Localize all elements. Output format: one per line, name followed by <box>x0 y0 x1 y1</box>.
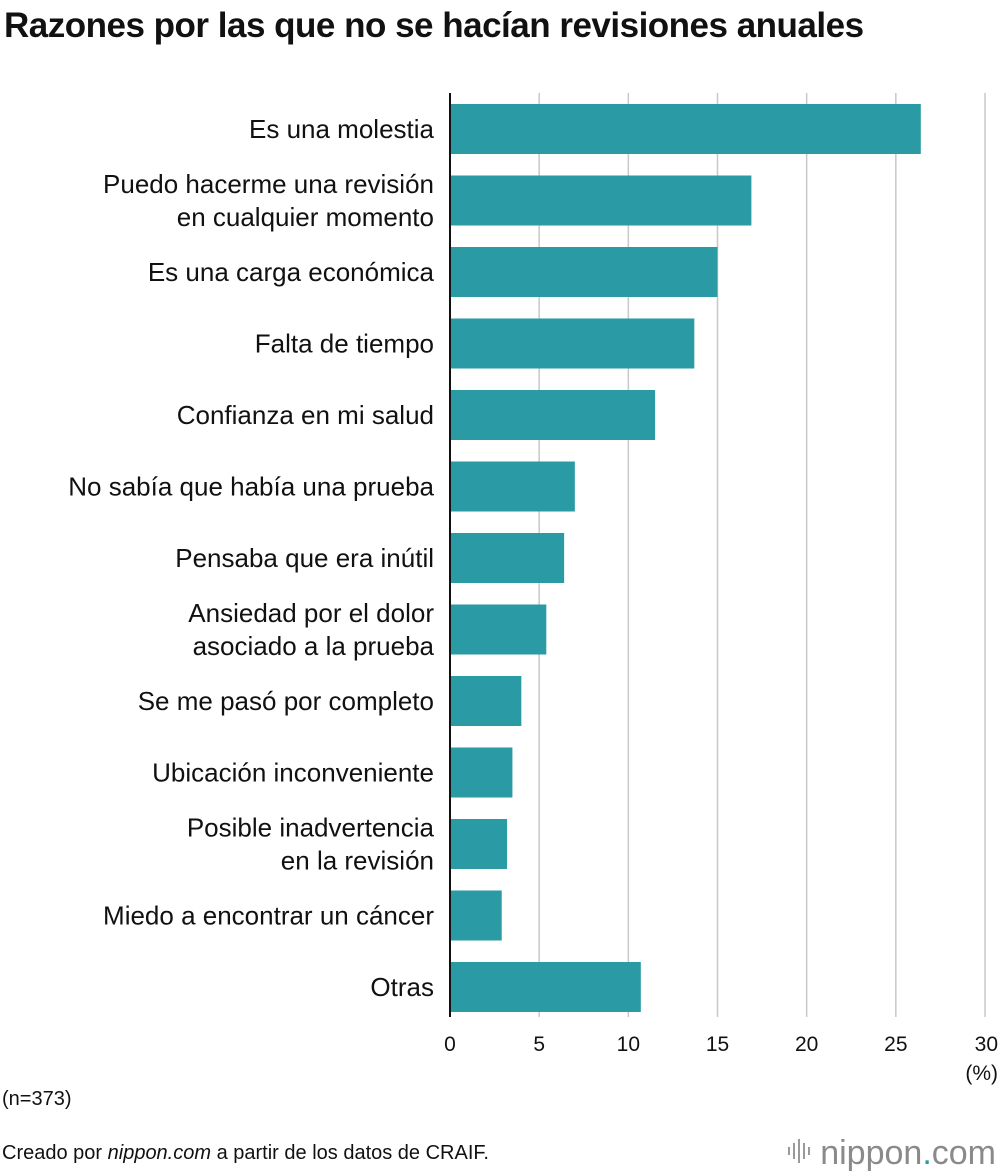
category-label: Puedo hacerme una revisión <box>103 169 434 199</box>
category-label: Se me pasó por completo <box>138 686 434 716</box>
x-tick-label: 10 <box>617 1033 640 1056</box>
bar <box>450 247 718 297</box>
bar <box>450 533 565 583</box>
nippon-logo-icon <box>786 1134 812 1173</box>
category-label: Es una carga económica <box>148 257 435 287</box>
category-label: Ubicación inconveniente <box>152 758 434 788</box>
bar <box>450 676 522 726</box>
bar <box>450 604 547 655</box>
x-axis-unit-label: (%) <box>965 1062 998 1085</box>
bar <box>450 175 752 226</box>
x-tick-label: 15 <box>706 1033 729 1056</box>
category-label: Falta de tiempo <box>255 329 434 359</box>
bar <box>450 962 641 1012</box>
category-label: Confianza en mi salud <box>177 400 434 430</box>
category-label: asociado a la prueba <box>193 631 435 661</box>
x-tick-label: 0 <box>444 1033 456 1056</box>
bar <box>450 318 695 369</box>
x-tick-label: 25 <box>884 1033 907 1056</box>
bar <box>450 461 575 512</box>
category-label: Otras <box>370 972 434 1002</box>
x-tick-label: 20 <box>795 1033 818 1056</box>
nippon-logo: nippon. com <box>786 1134 996 1173</box>
x-tick-label: 30 <box>975 1033 998 1056</box>
bar <box>450 390 656 440</box>
sample-size-note: (n=373) <box>2 1088 72 1110</box>
category-labels: Es una molestia Puedo hacerme una revisió… <box>68 114 434 1002</box>
grid-lines <box>538 93 986 1017</box>
category-label: Es una molestia <box>249 114 435 144</box>
logo-tld: com <box>931 1134 996 1172</box>
category-label: Pensaba que era inútil <box>175 543 434 573</box>
bars <box>450 104 921 1012</box>
chart-title: Razones por las que no se hacían revisio… <box>4 6 864 45</box>
category-label: Ansiedad por el dolor <box>188 598 434 628</box>
logo-name: nippon <box>820 1134 923 1172</box>
bar <box>450 890 502 941</box>
source-suffix: a partir de los datos de CRAIF. <box>211 1142 489 1164</box>
category-label: Posible inadvertencia <box>187 813 435 843</box>
source-note: Creado por nippon.com a partir de los da… <box>2 1142 489 1165</box>
category-label: en la revisión <box>281 846 434 876</box>
source-site: nippon.com <box>107 1142 212 1164</box>
x-axis-ticks: 0 5 10 15 20 25 30 <box>444 1033 998 1056</box>
category-label: en cualquier momento <box>177 202 434 232</box>
x-tick-label: 5 <box>533 1033 545 1056</box>
category-label: No sabía que había una prueba <box>68 472 434 502</box>
bar <box>450 104 921 154</box>
bar <box>450 819 508 869</box>
bar <box>450 747 513 798</box>
logo-dot: . <box>922 1134 932 1172</box>
category-label: Miedo a encontrar un cáncer <box>103 901 434 931</box>
source-prefix: Creado por <box>2 1142 108 1164</box>
